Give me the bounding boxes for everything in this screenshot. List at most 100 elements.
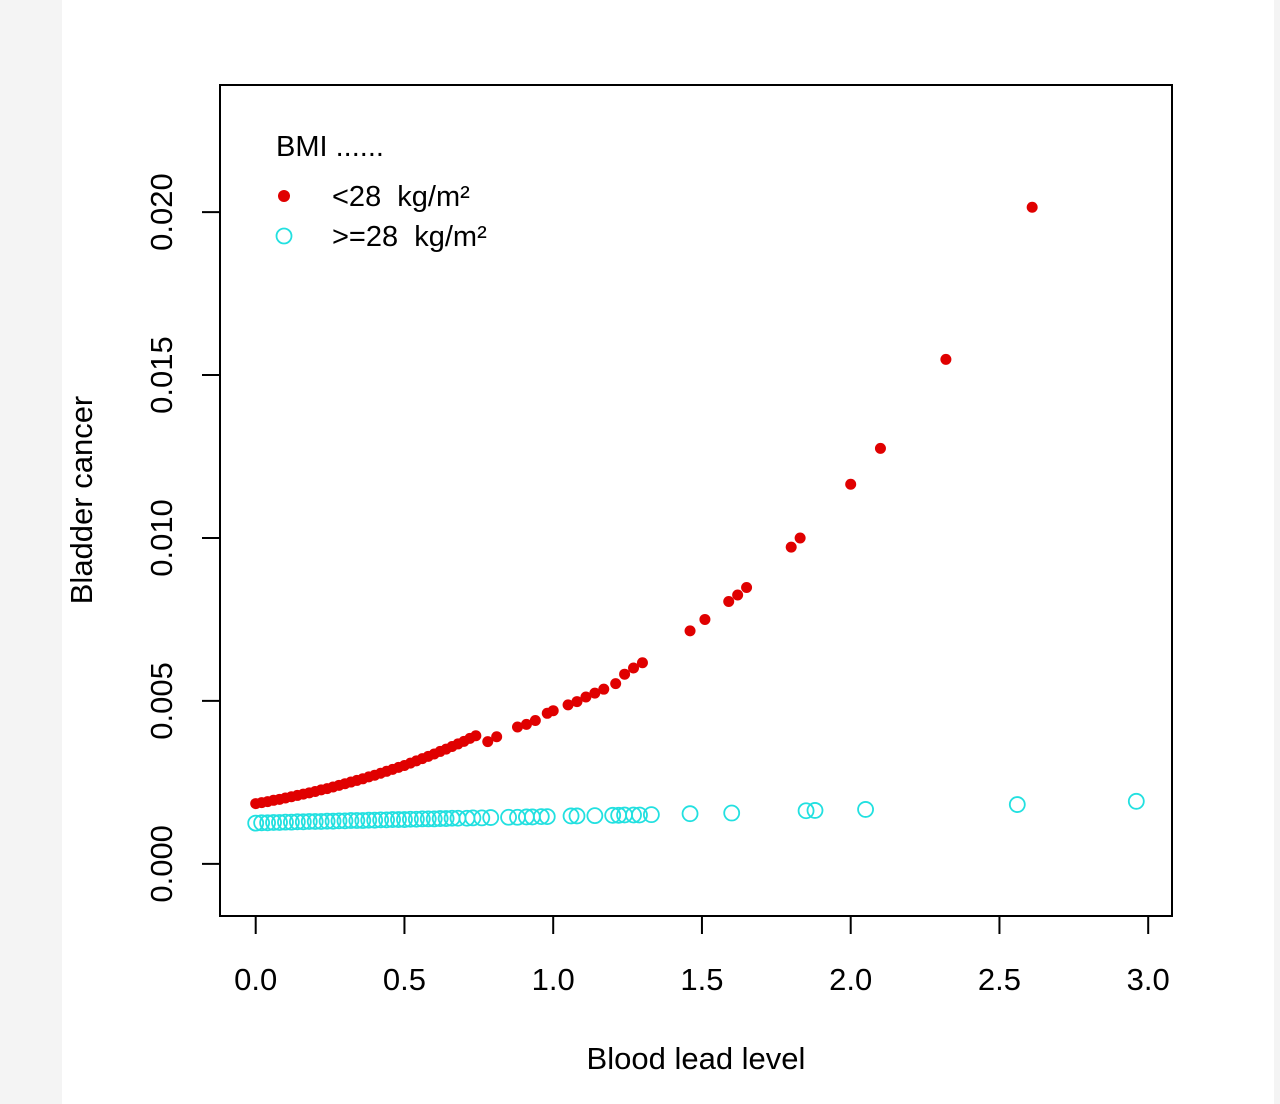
data-point: [384, 811, 401, 828]
data-point: [265, 814, 282, 831]
y-tick-label: 0.005: [144, 662, 179, 740]
plot-area: 0.0 0.5 1.0 1.5 2.0 2.5 3.0 0.000 0.005 0.010 0.0…: [62, 0, 1274, 1104]
legend-label-low-bmi: <28 kg/m²: [332, 181, 470, 213]
data-point: [306, 813, 324, 830]
data-point: [1008, 796, 1026, 813]
data-point: [378, 811, 396, 829]
data-point: [413, 810, 431, 828]
data-point: [396, 811, 413, 828]
data-point: [562, 699, 574, 711]
data-point: [571, 696, 583, 708]
y-tick-label: 0.020: [144, 173, 179, 251]
data-point: [312, 813, 330, 830]
data-point: [482, 809, 500, 826]
data-point: [259, 814, 277, 832]
y-tick-label: 0.015: [144, 336, 179, 414]
data-point: [741, 582, 753, 594]
data-point: [282, 813, 300, 831]
x-axis: 0.0 0.5 1.0 1.5 2.0 2.5 3.0: [234, 915, 1170, 997]
data-point: [806, 802, 824, 819]
x-tick-label: 1.0: [532, 962, 575, 997]
data-point: [547, 705, 559, 717]
data-point: [247, 814, 265, 832]
x-tick-label: 0.5: [383, 962, 426, 997]
data-point: [732, 589, 744, 601]
series-bmi-28-and-above: [247, 792, 1145, 832]
data-point: [589, 687, 601, 699]
y-axis-label: Bladder cancer: [64, 396, 99, 605]
data-point: [625, 806, 642, 824]
series-bmi-below-28: [250, 201, 1038, 810]
data-point: [631, 806, 648, 824]
data-point: [586, 807, 604, 825]
data-point: [699, 613, 711, 625]
data-point: [619, 668, 631, 680]
data-point: [482, 736, 494, 748]
data-point: [464, 809, 482, 827]
data-point: [491, 731, 503, 743]
data-point: [348, 812, 366, 829]
x-tick-label: 0.0: [234, 962, 277, 997]
data-point: [470, 730, 482, 742]
data-point: [797, 802, 815, 820]
x-axis-label: Blood lead level: [587, 1041, 806, 1076]
legend: BMI ...... <28 kg/m² >=28 kg/m²: [275, 131, 487, 253]
data-point: [372, 811, 390, 829]
data-point: [636, 657, 648, 669]
data-point: [723, 596, 735, 608]
data-point: [520, 718, 532, 730]
data-point: [271, 814, 288, 831]
data-point: [318, 812, 336, 830]
data-point: [288, 813, 306, 831]
data-point: [785, 541, 797, 553]
data-point: [277, 813, 294, 831]
data-point: [562, 807, 580, 825]
data-point: [845, 478, 857, 490]
data-point: [431, 810, 449, 827]
data-point: [538, 808, 556, 826]
x-tick-label: 2.0: [829, 962, 872, 997]
data-point: [473, 809, 491, 827]
data-point: [330, 812, 348, 830]
data-point: [794, 532, 806, 544]
x-tick-label: 3.0: [1127, 962, 1170, 997]
y-axis: 0.000 0.005 0.010 0.015 0.020: [144, 173, 221, 903]
data-point: [294, 813, 312, 831]
x-tick-label: 2.5: [978, 962, 1021, 997]
data-point: [419, 810, 437, 828]
legend-marker-low-bmi: [278, 190, 290, 202]
data-point: [300, 813, 318, 830]
data-point: [354, 812, 372, 829]
legend-label-high-bmi: >=28 kg/m²: [332, 221, 487, 253]
data-point: [407, 810, 425, 828]
data-point: [437, 810, 455, 827]
series-layer: [247, 201, 1145, 832]
data-point: [1026, 201, 1038, 213]
data-point: [723, 804, 741, 822]
data-point: [529, 714, 541, 726]
data-point: [253, 814, 271, 832]
data-point: [940, 353, 952, 365]
data-point: [857, 801, 874, 818]
data-point: [532, 808, 550, 826]
data-point: [580, 691, 592, 703]
x-tick-label: 1.5: [680, 962, 723, 997]
data-point: [324, 812, 342, 830]
data-point: [512, 721, 523, 733]
scatter-chart: 0.0 0.5 1.0 1.5 2.0 2.5 3.0 0.0000.0050.0100.0…: [64, 84, 1173, 1076]
data-point: [568, 807, 586, 825]
legend-title: BMI ......: [276, 131, 384, 163]
data-point: [390, 811, 407, 828]
data-point: [681, 805, 699, 823]
data-point: [500, 808, 517, 826]
data-point: [1127, 792, 1145, 810]
y-tick-label: 0.000: [144, 825, 179, 903]
data-point: [610, 678, 622, 690]
data-point: [604, 806, 622, 824]
data-point: [874, 442, 886, 454]
data-point: [425, 810, 443, 828]
data-point: [684, 625, 696, 637]
data-point: [360, 811, 378, 829]
legend-marker-high-bmi: [275, 227, 293, 245]
data-point: [642, 806, 660, 824]
